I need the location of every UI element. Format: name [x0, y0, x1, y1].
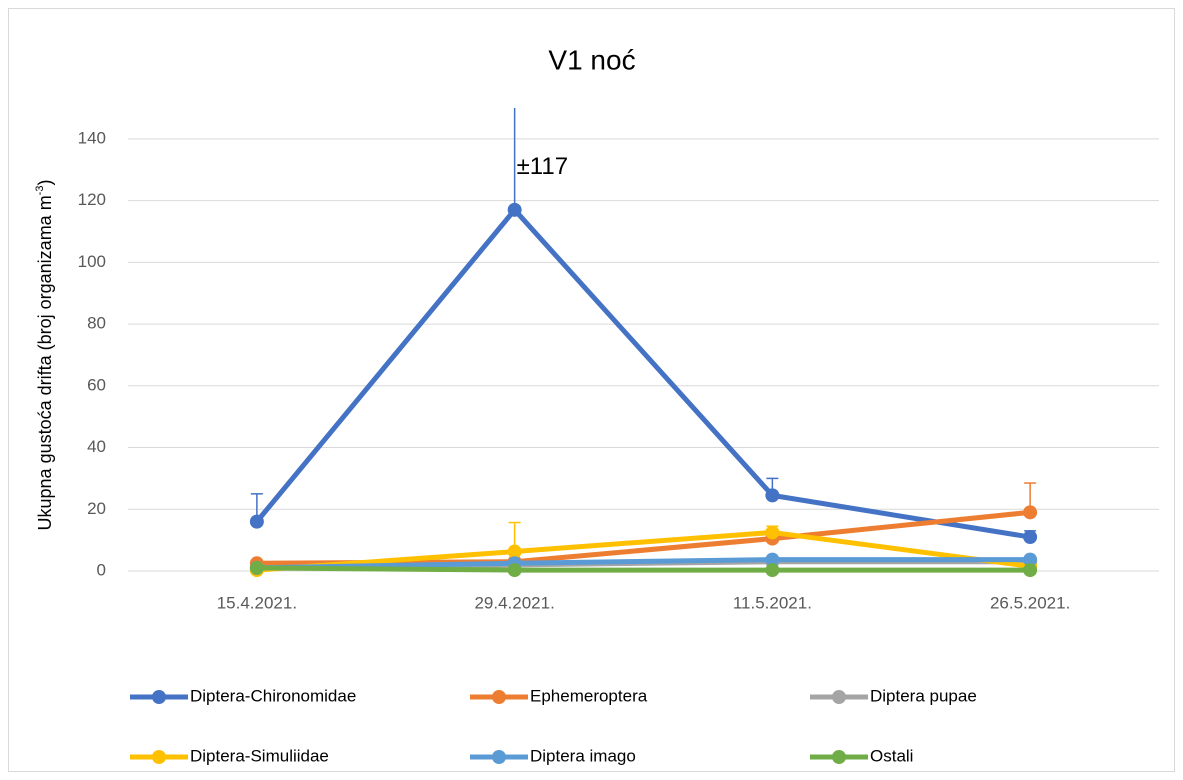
legend-swatch-marker: [152, 690, 166, 704]
legend-label: Diptera-Simuliidae: [190, 746, 329, 765]
point: [765, 563, 780, 578]
legend-swatch-marker: [492, 690, 506, 704]
point: [507, 202, 522, 217]
legend-label: Diptera imago: [530, 746, 636, 765]
point: [249, 514, 264, 529]
y-label-sup: -3: [34, 186, 46, 196]
legend-label: Diptera pupae: [870, 686, 977, 705]
y-label-text: Ukupna gustoća drifta (broj organizama m: [35, 195, 55, 530]
x-tick-label: 15.4.2021.: [217, 593, 297, 612]
series-line: [254, 565, 1033, 573]
point: [765, 552, 780, 567]
point: [1023, 552, 1038, 567]
legend-label: Ephemeroptera: [530, 686, 648, 705]
point: [507, 563, 522, 578]
y-tick-label: 40: [87, 437, 106, 456]
series-line: [254, 207, 1033, 540]
point: [765, 525, 780, 540]
y-tick-label: 0: [97, 560, 106, 579]
point: [1023, 505, 1038, 520]
series-line: [254, 557, 1033, 571]
chart-title: V1 noć: [548, 44, 635, 75]
x-tick-label: 11.5.2021.: [733, 593, 812, 612]
y-tick-label: 60: [87, 375, 106, 394]
plot-area: [249, 108, 1038, 578]
chart-border: [8, 8, 1175, 772]
point: [507, 544, 522, 559]
point: [1023, 530, 1038, 545]
annotation: ±117: [517, 153, 568, 180]
y-label-text: ): [35, 180, 55, 186]
legend-swatch-marker: [832, 690, 846, 704]
legend-swatch-marker: [152, 750, 166, 764]
y-tick-label: 140: [78, 128, 106, 147]
x-tick-label: 26.5.2021.: [990, 593, 1070, 612]
y-tick-label: 100: [78, 252, 106, 271]
legend-swatch-marker: [832, 750, 846, 764]
legend-label: Ostali: [870, 746, 913, 765]
y-tick-label: 80: [87, 314, 106, 333]
y-tick-label: 20: [87, 499, 106, 518]
series-line: [254, 529, 1033, 573]
point: [249, 560, 264, 575]
y-axis-label: Ukupna gustoća drifta (broj organizama m…: [34, 180, 55, 531]
legend-swatch-marker: [492, 750, 506, 764]
x-tick-label: 29.4.2021.: [474, 593, 554, 612]
point: [1023, 563, 1038, 578]
y-tick-label: 120: [78, 190, 106, 209]
legend-label: Diptera-Chironomidae: [190, 686, 356, 705]
point: [765, 488, 780, 503]
